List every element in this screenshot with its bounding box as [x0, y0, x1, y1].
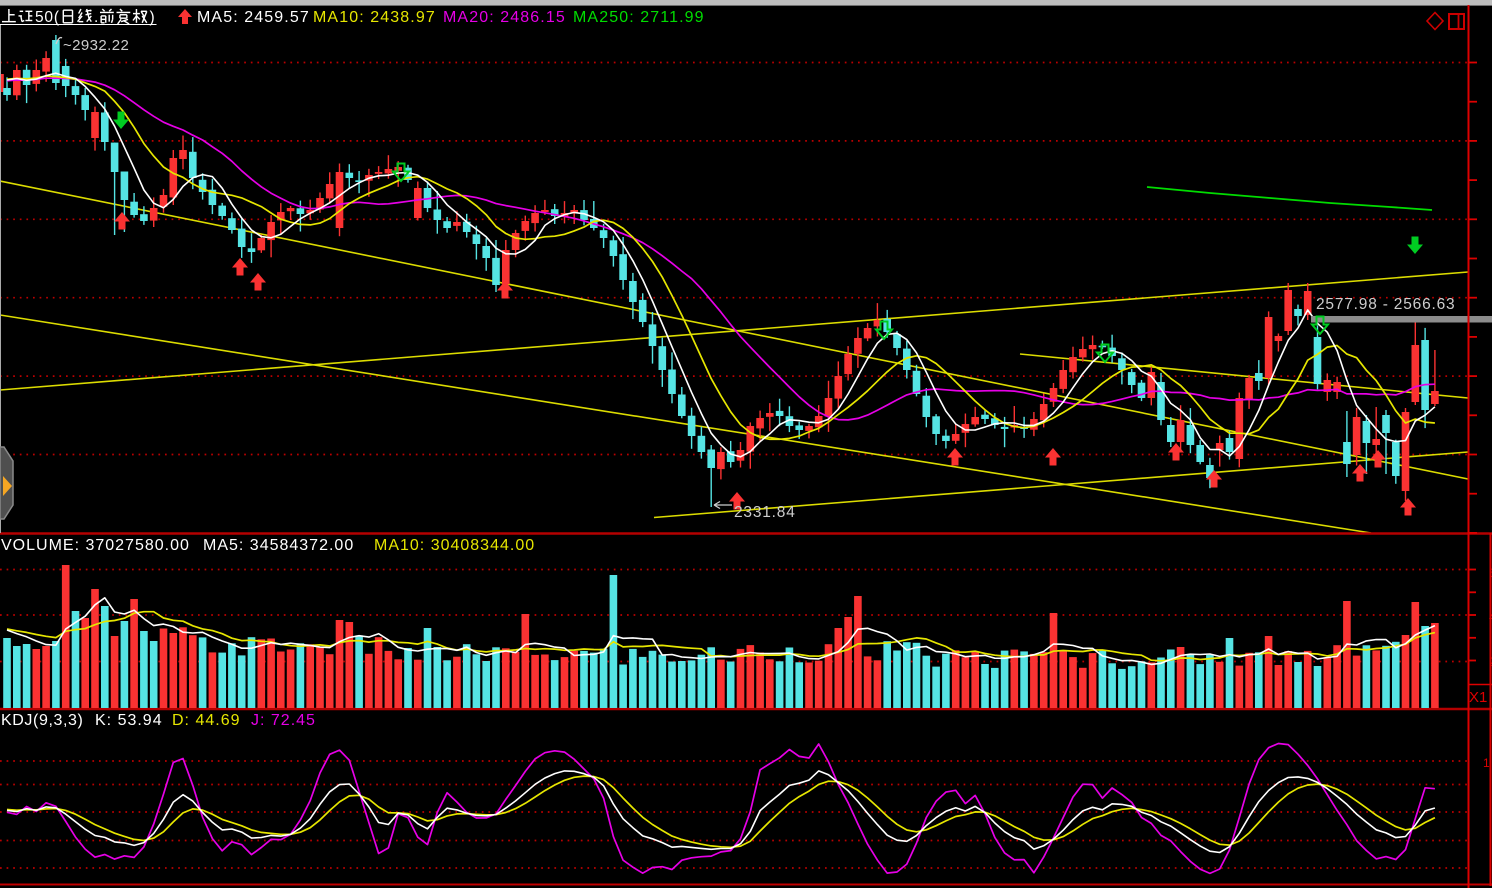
svg-text:~2932.22: ~2932.22 — [63, 37, 129, 54]
svg-text:): ) — [150, 9, 155, 26]
svg-text:MA20: 2486.15: MA20: 2486.15 — [443, 9, 566, 26]
svg-text:MA5: 34584372.00: MA5: 34584372.00 — [203, 537, 354, 554]
svg-text:.: . — [94, 9, 98, 26]
svg-text:2: 2 — [1489, 655, 1492, 669]
svg-text:MA250: 2711.99: MA250: 2711.99 — [573, 9, 705, 26]
svg-text:MA10: 2438.97: MA10: 2438.97 — [313, 9, 436, 26]
svg-text:K: 53.94: K: 53.94 — [95, 712, 163, 729]
svg-text:MA5: 2459.57: MA5: 2459.57 — [197, 9, 310, 26]
svg-text:6: 6 — [1489, 566, 1492, 580]
svg-text:1: 1 — [1483, 756, 1490, 770]
svg-text:J: 72.45: J: 72.45 — [251, 712, 316, 729]
svg-text:MA10: 30408344.00: MA10: 30408344.00 — [374, 537, 535, 554]
svg-text:KDJ(9,3,3): KDJ(9,3,3) — [1, 712, 83, 729]
svg-text:2577.98 - 2566.63: 2577.98 - 2566.63 — [1316, 296, 1455, 313]
svg-text:VOLUME: 37027580.00: VOLUME: 37027580.00 — [1, 537, 190, 554]
svg-text:4: 4 — [1489, 610, 1492, 624]
svg-text:D: 44.69: D: 44.69 — [172, 712, 240, 729]
svg-text:2331.84: 2331.84 — [734, 504, 796, 521]
svg-text:50(: 50( — [35, 9, 60, 26]
svg-text:X1: X1 — [1469, 689, 1487, 706]
